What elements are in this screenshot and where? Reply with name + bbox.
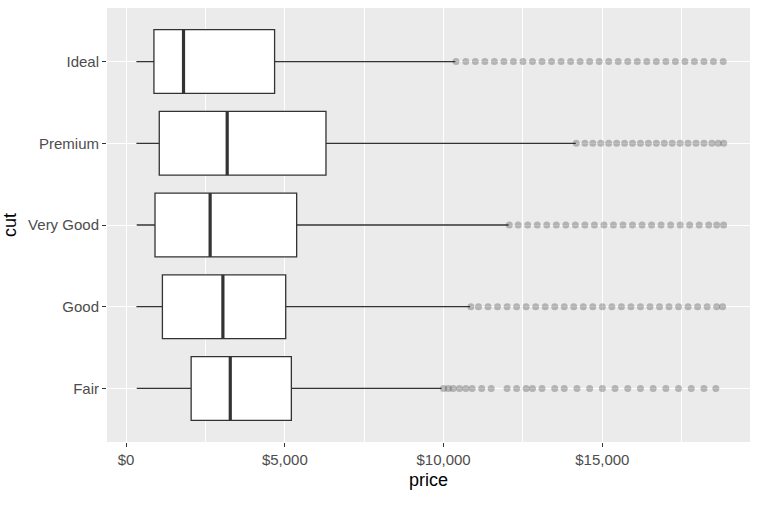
svg-text:Good: Good	[62, 298, 99, 315]
svg-text:Ideal: Ideal	[66, 53, 99, 70]
svg-text:$5,000: $5,000	[262, 451, 308, 468]
svg-text:$10,000: $10,000	[416, 451, 470, 468]
svg-text:Fair: Fair	[73, 380, 99, 397]
svg-text:Premium: Premium	[39, 135, 99, 152]
svg-text:$15,000: $15,000	[575, 451, 629, 468]
svg-text:$0: $0	[118, 451, 135, 468]
svg-text:price: price	[409, 470, 448, 490]
svg-text:cut: cut	[0, 213, 20, 237]
svg-text:Very Good: Very Good	[28, 216, 99, 233]
